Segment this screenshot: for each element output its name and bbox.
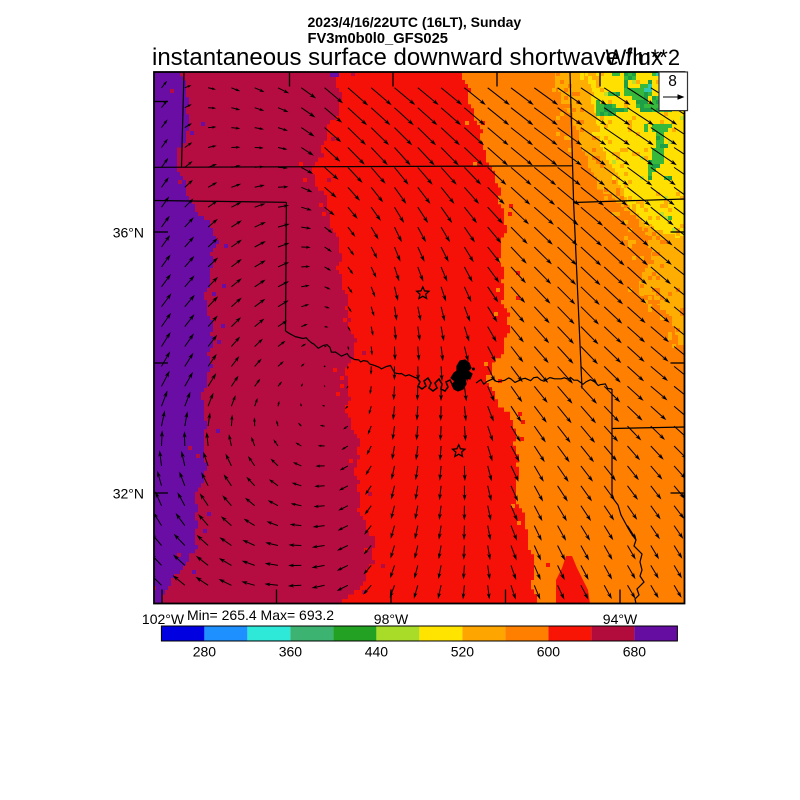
svg-text:instantaneous surface downward: instantaneous surface downward shortwave… [152, 44, 663, 71]
svg-text:2023/4/16/22UTC (16LT), Sunday: 2023/4/16/22UTC (16LT), Sunday [308, 14, 522, 30]
svg-text:W/m**2: W/m**2 [606, 45, 681, 70]
svg-text:FV3m0b0l0_GFS025: FV3m0b0l0_GFS025 [308, 31, 448, 47]
svg-text:94°W: 94°W [603, 611, 638, 627]
svg-text:32°N: 32°N [113, 486, 144, 502]
svg-text:102°W: 102°W [142, 611, 185, 627]
svg-text:520: 520 [451, 644, 475, 660]
svg-text:8: 8 [668, 73, 677, 90]
svg-text:360: 360 [279, 644, 303, 660]
svg-text:98°W: 98°W [374, 611, 409, 627]
svg-text:Min= 265.4 Max= 693.2: Min= 265.4 Max= 693.2 [187, 607, 334, 623]
svg-text:680: 680 [623, 644, 647, 660]
svg-text:440: 440 [365, 644, 389, 660]
svg-text:600: 600 [537, 644, 561, 660]
svg-text:280: 280 [193, 644, 217, 660]
svg-text:36°N: 36°N [113, 225, 144, 241]
